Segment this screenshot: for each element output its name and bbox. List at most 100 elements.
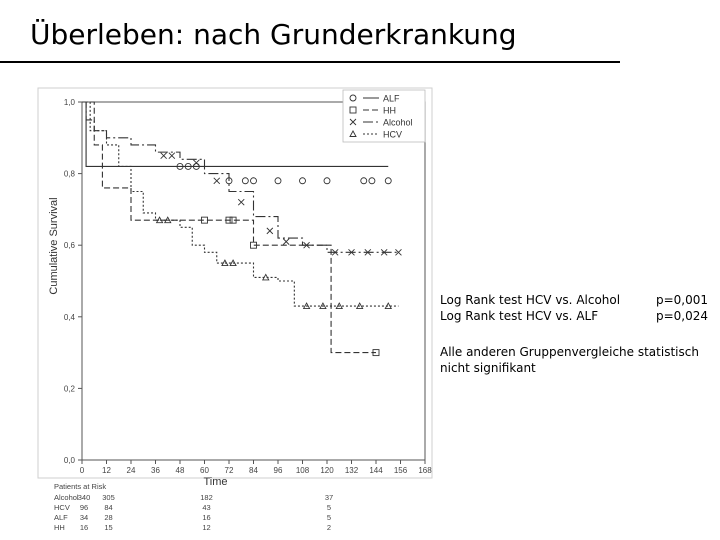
censor-marker-hcv [155,216,164,224]
risk-count: 34 [80,513,88,522]
legend-marker-hh [349,106,357,114]
risk-count: 84 [104,503,112,512]
risk-row-label: HH [54,523,65,532]
legend-marker-hcv [349,130,357,137]
censor-marker-alf [176,162,184,170]
legend-label-hh: HH [383,106,396,116]
risk-count: 340 [78,493,91,502]
risk-count: 5 [327,513,331,522]
censor-marker-alcohol [193,159,200,167]
risk-count: 182 [200,493,213,502]
comparison-note: Alle anderen Gruppenvergleiche statistis… [440,345,699,375]
risk-row-label: HCV [54,503,70,512]
x-axis-title: Time [203,476,227,488]
censor-marker-hcv [335,302,344,310]
censor-marker-alcohol [364,249,372,256]
censor-marker-hcv [319,302,327,310]
survival-chart: 0,0 0,2 0,4 0,6 0,8 1,0 0 12 24 36 48 60 72 84 96 108 12… [37,87,433,532]
censor-marker-hcv [261,273,270,281]
x-tick-label: 0 [80,466,85,475]
risk-count: 16 [80,523,88,532]
risk-count: 43 [202,503,210,512]
y-tick-label: 0,2 [64,384,76,393]
y-tick-label: 1,0 [64,98,76,107]
x-tick-label: 132 [345,466,359,475]
risk-count: 28 [104,513,112,522]
title-divider [0,61,620,63]
stat-label: Log Rank test HCV vs. Alcohol [440,293,621,307]
y-axis-title: Cumulative Survival [48,197,60,294]
risk-count: 12 [202,523,210,532]
risk-row-label: ALF [54,513,68,522]
legend-label-alcohol: Alcohol [383,118,413,128]
censor-marker-alcohol [213,177,221,185]
risk-count: 37 [325,493,333,502]
x-tick-label: 144 [369,466,383,475]
risk-count: 96 [80,503,88,512]
series-line-hcv [82,101,399,307]
censor-marker-alcohol [282,238,290,245]
censor-marker-alf [184,162,192,170]
censor-marker-alf [360,177,368,185]
x-tick-label: 168 [418,466,432,475]
x-tick-label: 96 [274,466,283,475]
risk-row-label: Alcohol [54,493,79,502]
censor-marker-alf [274,177,282,185]
risk-table-header: Patients at Risk [54,482,106,491]
censor-marker-hh [229,216,237,224]
x-tick-label: 72 [225,466,234,475]
censor-marker-alf [299,177,306,185]
stat-row-hcv-alcohol: Log Rank test HCV vs. Alcohol p=0,001 [440,292,708,308]
censor-marker-alcohol [380,249,388,256]
censor-marker-alcohol [395,249,402,256]
slide-title: Überleben: nach Grunderkrankung [30,18,517,51]
x-tick-label: 84 [249,466,258,475]
censor-marker-alf [384,177,392,185]
censor-marker-alcohol [348,249,355,256]
censor-marker-alcohol [237,198,245,206]
censor-marker-alcohol [303,241,310,249]
stat-label: Log Rank test HCV vs. ALF [440,309,599,323]
censor-marker-alf [323,177,331,185]
censor-marker-hcv [355,302,364,310]
risk-count: 2 [327,523,331,532]
y-tick-label: 0,8 [64,170,76,179]
censor-marker-alcohol [160,152,167,160]
plot-area [81,101,426,461]
log-rank-stats: Log Rank test HCV vs. Alcohol p=0,001 Lo… [440,292,708,324]
y-tick-label: 0,4 [64,313,76,322]
legend-label-hcv: HCV [383,130,402,140]
censor-marker-hh [250,241,257,249]
risk-count: 305 [102,493,115,502]
censor-marker-hh [372,349,380,357]
x-tick-label: 48 [176,466,185,475]
x-tick-label: 24 [127,466,136,475]
censor-marker-hh [225,216,233,224]
x-tick-label: 156 [394,466,408,475]
legend-marker-alcohol [349,118,357,126]
stat-row-hcv-alf: Log Rank test HCV vs. ALF p=0,024 [440,308,708,324]
risk-count: 5 [327,503,331,512]
censor-marker-alf [241,177,249,185]
x-tick-label: 12 [102,466,111,475]
censor-marker-alf [250,177,257,185]
x-tick-label: 36 [151,466,160,475]
risk-count: 16 [202,513,210,522]
y-tick-label: 0,6 [64,241,76,250]
x-tick-label: 120 [320,466,334,475]
stat-p-value: p=0,024 [656,309,709,323]
censor-marker-alcohol [266,227,274,235]
censor-marker-hcv [229,259,237,267]
censor-marker-hcv [163,216,172,224]
stat-p-value: p=0,001 [656,293,709,307]
censor-marker-hcv [384,302,393,310]
series-line-hh [82,101,376,354]
legend-marker-alf [349,94,357,102]
censor-marker-alcohol [168,152,176,160]
censor-marker-hh [201,216,208,224]
x-tick-label: 60 [200,466,209,475]
legend-box [342,89,426,143]
censor-marker-hcv [302,302,311,310]
x-tick-label: 108 [296,466,310,475]
censor-marker-hcv [221,259,229,267]
